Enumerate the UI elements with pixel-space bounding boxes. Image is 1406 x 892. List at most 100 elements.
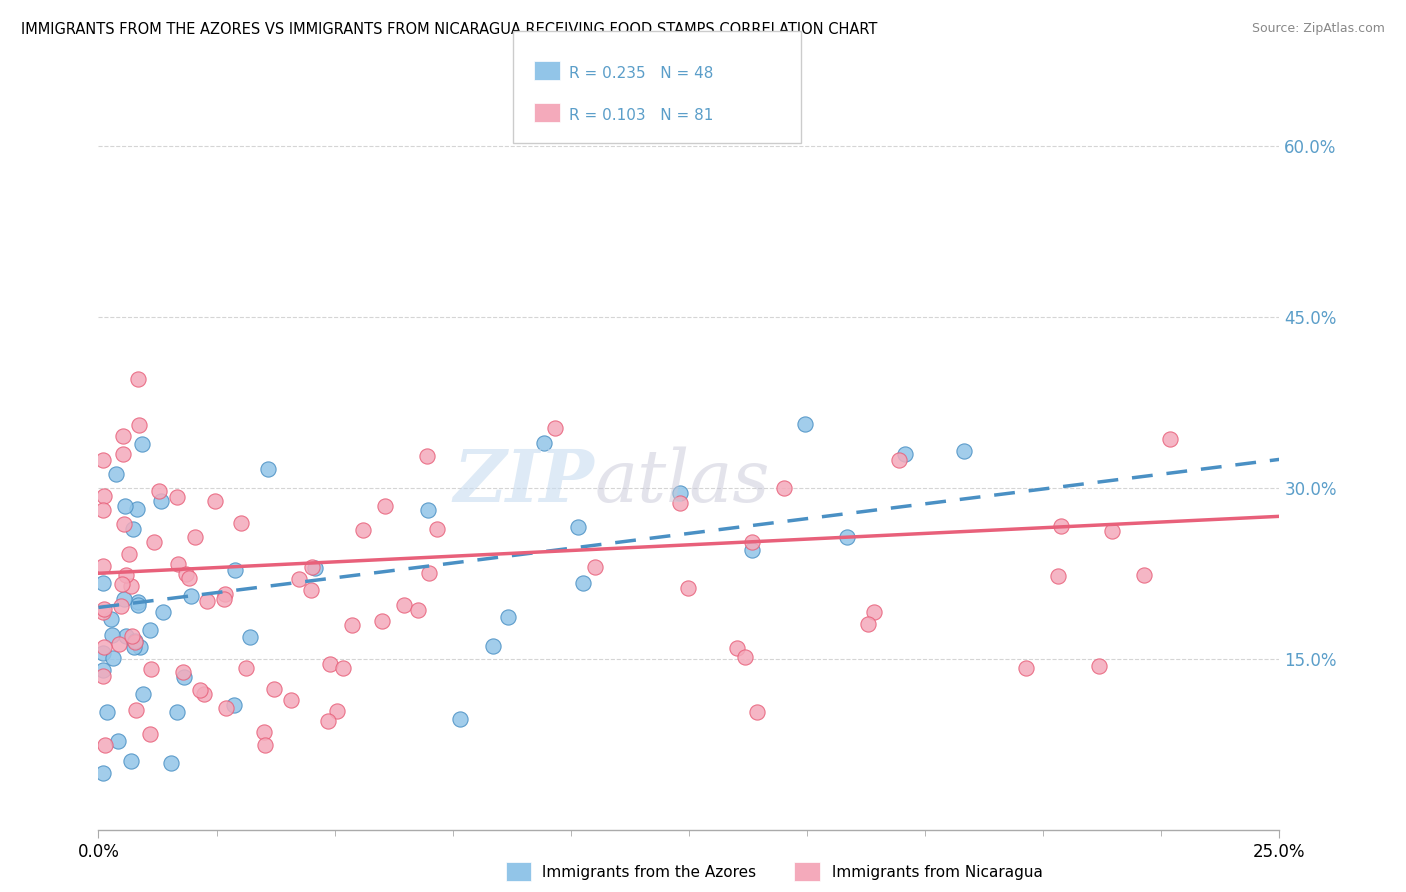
Point — [115, 568, 138, 582]
Point — [374, 499, 396, 513]
Point — [280, 692, 302, 706]
Point — [235, 661, 257, 675]
Point — [889, 452, 911, 467]
Point — [301, 560, 323, 574]
Point — [263, 681, 285, 696]
Point — [418, 566, 440, 580]
Point — [121, 629, 143, 643]
Point — [741, 543, 763, 558]
Point — [91, 576, 114, 591]
Point — [952, 443, 974, 458]
Point — [112, 429, 135, 443]
Point — [214, 591, 236, 606]
Point — [583, 559, 606, 574]
Text: IMMIGRANTS FROM THE AZORES VS IMMIGRANTS FROM NICARAGUA RECEIVING FOOD STAMPS CO: IMMIGRANTS FROM THE AZORES VS IMMIGRANTS… — [21, 22, 877, 37]
Point — [166, 705, 188, 719]
Point — [124, 634, 146, 648]
Point — [416, 503, 439, 517]
Point — [332, 661, 354, 675]
Point — [160, 756, 183, 770]
Point — [122, 640, 145, 654]
Point — [112, 517, 135, 532]
Point — [1049, 519, 1071, 533]
Point — [544, 421, 567, 435]
Point — [100, 612, 122, 626]
Text: Source: ZipAtlas.com: Source: ZipAtlas.com — [1251, 22, 1385, 36]
Text: R = 0.103   N = 81: R = 0.103 N = 81 — [569, 108, 714, 122]
Point — [143, 535, 166, 549]
Point — [319, 657, 342, 672]
Point — [254, 738, 277, 752]
Point — [669, 486, 692, 500]
Point — [91, 605, 114, 619]
Text: Immigrants from Nicaragua: Immigrants from Nicaragua — [827, 865, 1043, 880]
Point — [214, 587, 236, 601]
Point — [139, 623, 162, 637]
Point — [108, 637, 131, 651]
Point — [91, 765, 114, 780]
Point — [173, 670, 195, 684]
Point — [416, 449, 439, 463]
Point — [1088, 659, 1111, 673]
Point — [114, 499, 136, 513]
Point — [110, 599, 132, 614]
Text: atlas: atlas — [595, 446, 770, 516]
Point — [572, 576, 595, 591]
Point — [371, 614, 394, 628]
Point — [101, 628, 124, 642]
Point — [174, 566, 197, 581]
Point — [93, 489, 115, 503]
Point — [406, 603, 429, 617]
Point — [725, 640, 748, 655]
Point — [533, 436, 555, 450]
Point — [91, 452, 114, 467]
Point — [340, 617, 363, 632]
Point — [1047, 568, 1070, 582]
Point — [94, 738, 117, 752]
Point — [93, 601, 115, 615]
Point — [229, 516, 252, 530]
Point — [131, 437, 153, 451]
Point — [184, 530, 207, 544]
Point — [128, 418, 150, 433]
Point — [449, 712, 471, 726]
Point — [894, 447, 917, 461]
Point — [120, 754, 142, 768]
Point — [105, 467, 128, 482]
Point — [188, 683, 211, 698]
Point — [127, 595, 149, 609]
Point — [167, 557, 190, 571]
Point — [316, 714, 339, 728]
Point — [166, 490, 188, 504]
Point — [103, 650, 125, 665]
Point — [193, 687, 215, 701]
Point — [129, 640, 152, 655]
Point — [304, 560, 326, 574]
Point — [91, 664, 114, 678]
Point — [224, 698, 246, 712]
Point — [257, 462, 280, 476]
Point — [91, 668, 114, 682]
Point — [496, 610, 519, 624]
Point — [352, 523, 374, 537]
Point — [179, 571, 201, 585]
Point — [111, 447, 134, 461]
Point — [325, 704, 347, 718]
Point — [195, 594, 218, 608]
Point — [96, 705, 118, 719]
Point — [150, 494, 173, 508]
Point — [132, 687, 155, 701]
Point — [567, 520, 589, 534]
Point — [224, 563, 246, 577]
Point — [148, 483, 170, 498]
Point — [107, 734, 129, 748]
Point — [734, 649, 756, 664]
Point — [239, 630, 262, 644]
Point — [215, 700, 238, 714]
Point — [299, 582, 322, 597]
Point — [1015, 661, 1038, 675]
Point — [676, 581, 699, 595]
Point — [91, 558, 114, 573]
Point — [204, 493, 226, 508]
Point — [152, 605, 174, 619]
